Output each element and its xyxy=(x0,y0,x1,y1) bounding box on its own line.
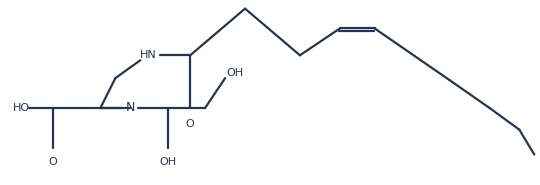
Text: HN: HN xyxy=(140,50,157,60)
Text: N: N xyxy=(126,101,135,114)
Text: O: O xyxy=(48,157,57,167)
Text: OH: OH xyxy=(160,157,177,167)
Text: HO: HO xyxy=(12,103,30,113)
Text: OH: OH xyxy=(226,68,244,78)
Text: O: O xyxy=(186,119,194,129)
